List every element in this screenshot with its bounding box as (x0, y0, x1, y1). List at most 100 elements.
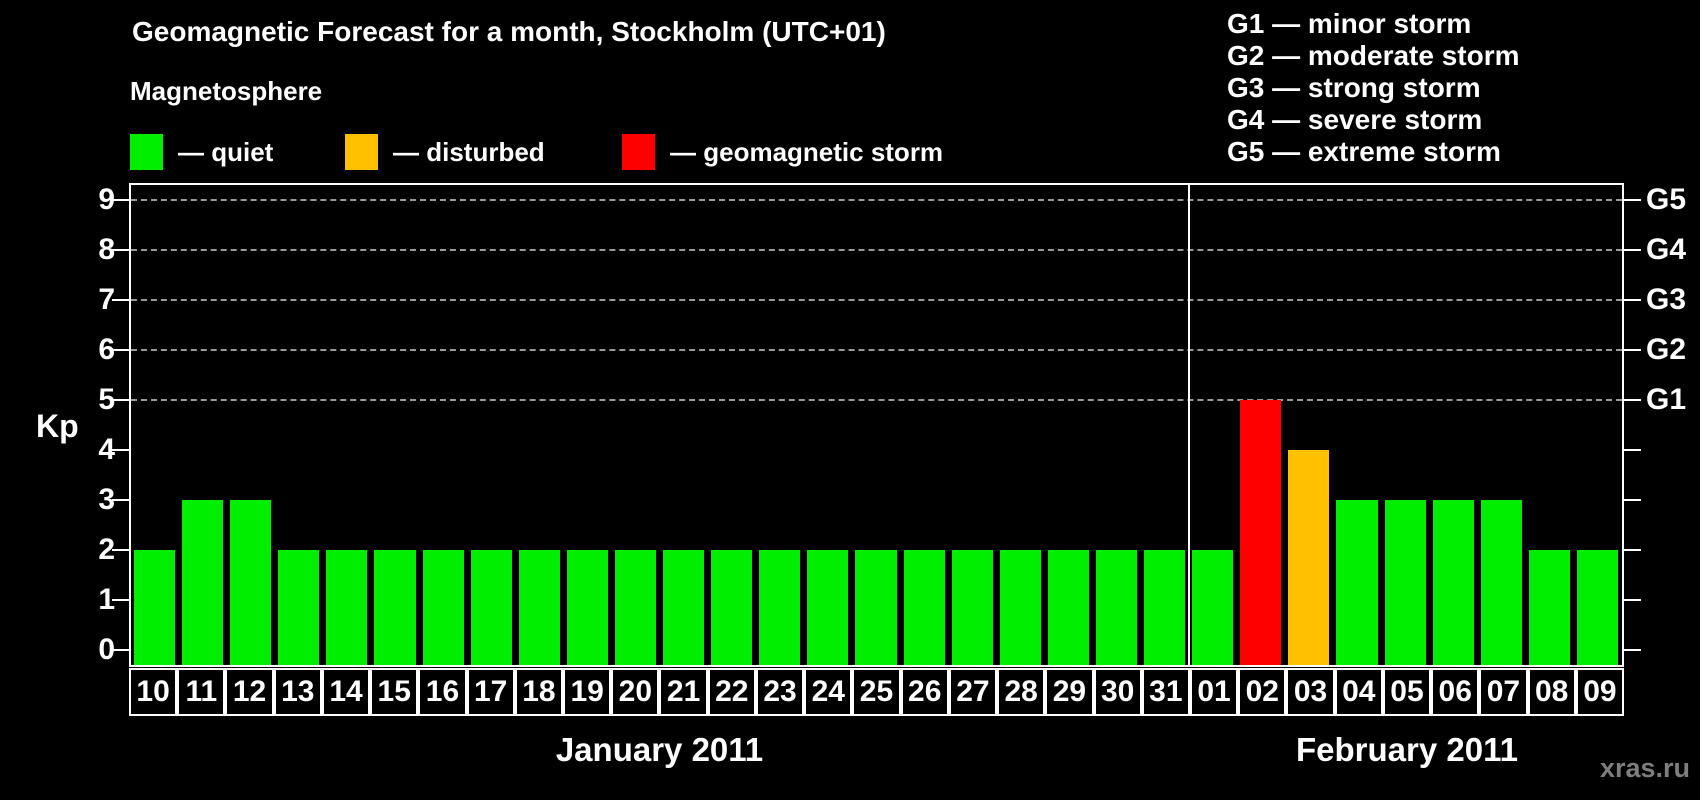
kp-bar-day-18 (518, 550, 560, 665)
kp-bar-day-11 (182, 500, 224, 665)
kp-bar-day-31 (1144, 550, 1186, 665)
month-label-february: February 2011 (1296, 731, 1518, 768)
legend-label-storm: — geomagnetic storm (670, 136, 944, 167)
kp-bar-day-24 (807, 550, 849, 665)
kp-bar-day-10 (134, 550, 176, 665)
legend-label-disturbed: — disturbed (393, 136, 545, 167)
storm-scale-legend-line: G2 — moderate storm (1227, 40, 1520, 71)
y-tick-left-2 (112, 549, 129, 551)
g-scale-label-G5: G5 (1646, 183, 1687, 216)
plot-area (129, 183, 1624, 667)
y-tick-left-6 (112, 349, 129, 351)
day-label-january-24: 24 (804, 668, 853, 716)
y-tick-label-1: 1 (98, 583, 115, 616)
kp-bar-day-25 (855, 550, 897, 665)
kp-bar-day-07 (1480, 500, 1522, 665)
y-tick-label-7: 7 (98, 283, 115, 316)
y-tick-left-9 (112, 199, 129, 201)
kp-bar-day-13 (278, 550, 320, 665)
kp-bar-day-19 (566, 550, 608, 665)
day-label-january-12: 12 (225, 668, 274, 716)
g-scale-label-G2: G2 (1646, 333, 1687, 366)
y-tick-left-4 (112, 449, 129, 451)
day-label-january-21: 21 (659, 668, 708, 716)
day-label-january-10: 10 (129, 668, 178, 716)
y-tick-right-6 (1624, 349, 1641, 351)
month-label-january: January 2011 (555, 731, 764, 768)
day-label-february-09: 09 (1575, 668, 1624, 716)
page-title: Geomagnetic Forecast for a month, Stockh… (132, 16, 886, 47)
day-label-january-17: 17 (466, 668, 515, 716)
gridline-kp6 (131, 349, 1622, 351)
day-label-january-22: 22 (707, 668, 756, 716)
kp-bar-day-01 (1192, 550, 1234, 665)
storm-scale-legend-line: G4 — severe storm (1227, 104, 1483, 135)
day-label-february-08: 08 (1527, 668, 1576, 716)
gridline-kp8 (131, 249, 1622, 251)
day-labels-row: 10 11 12 13 14 15 16 17 18 19 20 21 22 23 24 25 26 27 28 29… (129, 668, 1624, 716)
y-tick-left-8 (112, 249, 129, 251)
g-scale-label-G1: G1 (1646, 383, 1687, 416)
kp-bar-day-12 (230, 500, 272, 665)
gridline-kp7 (131, 299, 1622, 301)
day-label-january-28: 28 (997, 668, 1046, 716)
y-tick-right-9 (1624, 199, 1641, 201)
y-tick-label-6: 6 (98, 333, 115, 366)
day-label-january-25: 25 (852, 668, 901, 716)
legend-item-disturbed: — disturbed (345, 131, 545, 173)
y-tick-right-1 (1624, 599, 1641, 601)
kp-bar-day-08 (1528, 550, 1570, 665)
y-tick-label-9: 9 (98, 183, 115, 216)
y-tick-label-0: 0 (98, 633, 115, 666)
kp-bar-day-30 (1095, 550, 1138, 665)
day-label-january-31: 31 (1141, 668, 1190, 716)
month-separator-line (1188, 185, 1191, 665)
disturbed-color-swatch (345, 134, 378, 170)
storm-scale-legend-line: G3 — strong storm (1227, 72, 1481, 103)
kp-bar-day-03 (1288, 450, 1330, 665)
kp-bar-day-20 (614, 550, 657, 665)
storm-color-swatch (622, 134, 655, 170)
y-tick-left-0 (112, 649, 129, 651)
storm-scale-legend-line: G5 — extreme storm (1227, 136, 1501, 167)
day-label-february-01: 01 (1189, 668, 1239, 716)
y-tick-right-5 (1624, 399, 1641, 401)
y-tick-left-5 (112, 399, 129, 401)
day-label-february-02: 02 (1238, 668, 1287, 716)
day-label-february-03: 03 (1286, 668, 1335, 716)
y-tick-right-4 (1624, 449, 1641, 451)
gridline-kp9 (131, 199, 1622, 201)
watermark: xras.ru (1599, 753, 1690, 783)
legend-item-storm: — geomagnetic storm (622, 131, 943, 173)
kp-bar-day-02 (1240, 400, 1282, 665)
kp-bar-day-21 (663, 550, 705, 665)
kp-bar-day-28 (999, 550, 1041, 665)
gridline-kp5 (131, 399, 1622, 401)
day-label-february-07: 07 (1479, 668, 1528, 716)
kp-bar-day-29 (1047, 550, 1089, 665)
legend-item-quiet: — quiet (130, 131, 273, 173)
y-tick-label-3: 3 (98, 483, 115, 516)
y-tick-label-2: 2 (98, 533, 115, 566)
legend-heading: Magnetosphere (130, 76, 323, 106)
day-label-january-23: 23 (755, 668, 805, 716)
g-scale-label-G4: G4 (1646, 233, 1687, 266)
kp-bar-day-23 (759, 550, 801, 665)
day-label-january-29: 29 (1045, 668, 1094, 716)
y-tick-left-3 (112, 499, 129, 501)
kp-bar-day-06 (1432, 500, 1474, 665)
quiet-color-swatch (130, 134, 163, 170)
y-tick-right-7 (1624, 299, 1641, 301)
y-tick-left-7 (112, 299, 129, 301)
day-label-january-14: 14 (321, 668, 371, 716)
storm-scale-legend: G1 — minor storm G2 — moderate storm G3 — … (1227, 8, 1520, 168)
y-tick-left-1 (112, 599, 129, 601)
day-label-february-06: 06 (1431, 668, 1480, 716)
kp-bar-day-14 (326, 550, 368, 665)
y-tick-right-0 (1624, 649, 1641, 651)
day-label-february-04: 04 (1334, 668, 1383, 716)
y-tick-right-8 (1624, 249, 1641, 251)
day-label-february-05: 05 (1382, 668, 1432, 716)
storm-scale-legend-line: G1 — minor storm (1227, 8, 1472, 39)
